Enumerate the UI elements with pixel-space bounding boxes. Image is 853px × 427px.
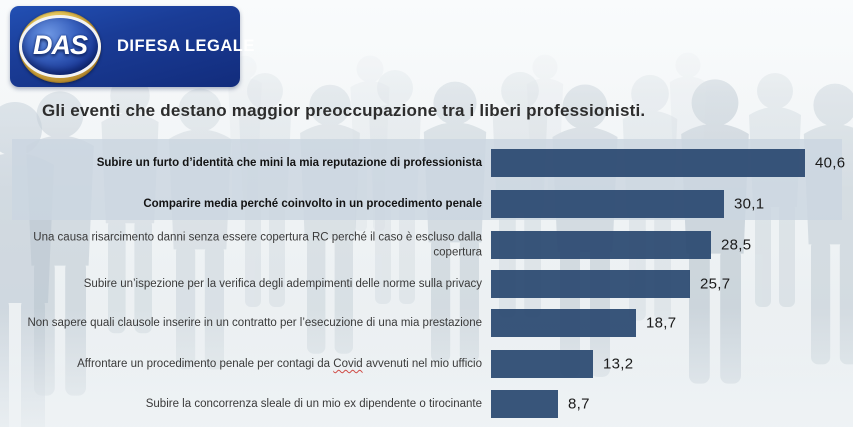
logo-tagline: DIFESA LEGALE: [117, 37, 255, 55]
bar: [491, 149, 805, 177]
bar: [491, 270, 690, 298]
category-label: Non sapere quali clausole inserire in un…: [27, 316, 482, 329]
value-label: 40,6: [815, 154, 846, 172]
value-label: 30,1: [734, 195, 765, 213]
category-label: Affrontare un procedimento penale per co…: [77, 357, 482, 370]
bar: [491, 231, 711, 259]
page-title: Gli eventi che destano maggior preoccupa…: [42, 101, 646, 120]
value-label: 18,7: [646, 314, 677, 332]
spellcheck-underlined-word: Covid: [333, 357, 363, 370]
das-badge-text: DAS: [32, 30, 88, 60]
das-badge-globe-icon: DAS: [19, 15, 101, 78]
category-label: Subire un furto d’identità che mini la m…: [96, 156, 482, 169]
category-label: Una causa risarcimento danni senza esser…: [33, 231, 482, 259]
category-label: Subire un’ispezione per la verifica degl…: [83, 277, 482, 290]
das-logo: DAS DIFESA LEGALE: [10, 6, 254, 87]
value-label: 28,5: [721, 236, 752, 254]
das-badge-gold-ring-icon: DAS: [19, 10, 101, 83]
value-label: 8,7: [568, 395, 590, 413]
bar: [491, 190, 724, 218]
category-label: Subire la concorrenza sleale di un mio e…: [145, 397, 482, 410]
bar: [491, 350, 593, 378]
bar: [491, 390, 558, 418]
bar: [491, 309, 636, 337]
value-label: 25,7: [700, 275, 731, 293]
category-label: Comparire media perché coinvolto in un p…: [143, 197, 482, 210]
value-label: 13,2: [603, 355, 634, 373]
